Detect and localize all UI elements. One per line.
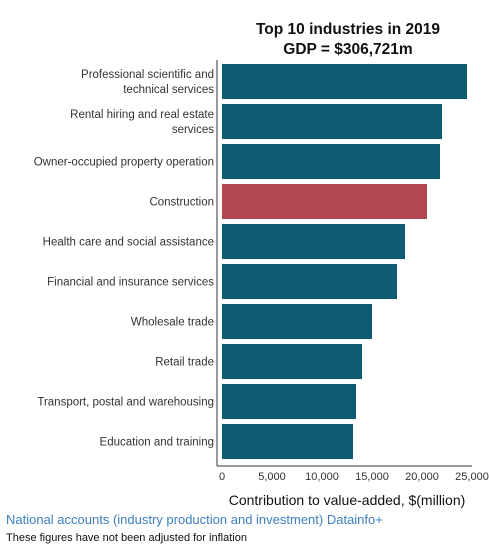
x-tick-label: 5,000	[258, 471, 286, 483]
category-label: Transport, postal and warehousing	[37, 397, 214, 409]
bar-6	[222, 264, 397, 299]
x-tick-label: 20,000	[405, 471, 439, 483]
category-label: Wholesale trade	[131, 317, 214, 329]
category-label: Rental hiring and real estate	[70, 109, 214, 121]
category-label: Health care and social assistance	[43, 237, 214, 249]
bar-8	[222, 344, 362, 379]
x-tick-label: 25,000	[455, 471, 489, 483]
bar-7	[222, 304, 372, 339]
x-axis-title: Contribution to value-added, $(million)	[229, 492, 466, 508]
bar-3	[222, 144, 440, 179]
chart-title-line-2: GDP = $306,721m	[283, 41, 412, 58]
x-axis-ticks: 0 5,000 10,000 15,000 20,000 25,000	[219, 471, 489, 483]
category-label: Construction	[149, 197, 214, 209]
category-label: Education and training	[100, 437, 214, 449]
category-label: technical services	[123, 84, 214, 96]
chart-title-line-1: Top 10 industries in 2019	[256, 21, 440, 38]
bar-2	[222, 104, 442, 139]
bar-10	[222, 424, 353, 459]
category-label: services	[172, 124, 214, 136]
category-labels: Professional scientific and technical ser…	[34, 69, 215, 449]
category-label: Retail trade	[155, 357, 214, 369]
footnote: These figures have not been adjusted for…	[6, 532, 247, 544]
bar-1	[222, 64, 467, 99]
category-label: Owner-occupied property operation	[34, 157, 214, 169]
bar-5	[222, 224, 405, 259]
bar-chart: Top 10 industries in 2019 GDP = $306,721…	[34, 21, 489, 508]
source-link[interactable]: National accounts (industry production a…	[6, 512, 383, 527]
category-label: Professional scientific and	[81, 69, 214, 81]
category-label: Financial and insurance services	[47, 277, 214, 289]
x-tick-label: 0	[219, 471, 225, 483]
bars	[222, 64, 467, 459]
bar-4	[222, 184, 427, 219]
bar-9	[222, 384, 356, 419]
x-tick-label: 15,000	[355, 471, 389, 483]
x-tick-label: 10,000	[305, 471, 339, 483]
